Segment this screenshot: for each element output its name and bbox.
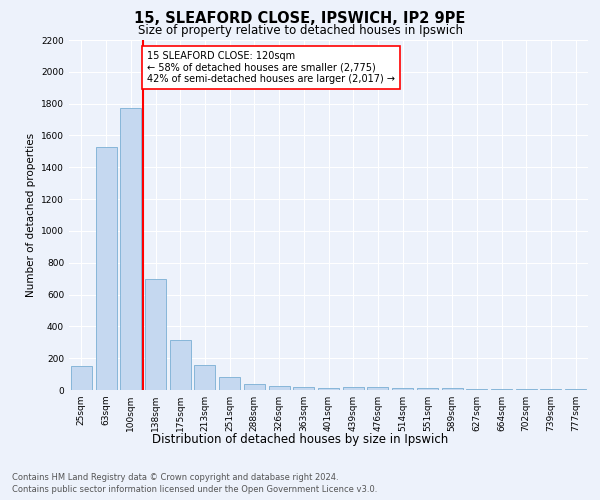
Bar xyxy=(120,108,141,390)
Bar xyxy=(541,388,562,390)
Bar xyxy=(219,378,240,390)
Bar xyxy=(95,148,116,390)
Bar xyxy=(269,386,290,390)
Bar xyxy=(343,387,364,390)
Bar xyxy=(565,388,586,390)
Bar xyxy=(491,388,512,390)
Bar xyxy=(417,388,438,390)
Bar xyxy=(442,388,463,390)
Bar xyxy=(145,278,166,390)
Bar xyxy=(71,366,92,390)
Bar xyxy=(318,388,339,390)
Bar xyxy=(293,387,314,390)
Bar xyxy=(466,388,487,390)
Text: 15, SLEAFORD CLOSE, IPSWICH, IP2 9PE: 15, SLEAFORD CLOSE, IPSWICH, IP2 9PE xyxy=(134,11,466,26)
Bar xyxy=(392,388,413,390)
Text: Size of property relative to detached houses in Ipswich: Size of property relative to detached ho… xyxy=(137,24,463,37)
Y-axis label: Number of detached properties: Number of detached properties xyxy=(26,133,35,297)
Bar xyxy=(170,340,191,390)
Bar xyxy=(367,387,388,390)
Text: Distribution of detached houses by size in Ipswich: Distribution of detached houses by size … xyxy=(152,432,448,446)
Bar xyxy=(194,366,215,390)
Text: Contains HM Land Registry data © Crown copyright and database right 2024.: Contains HM Land Registry data © Crown c… xyxy=(12,472,338,482)
Bar xyxy=(516,388,537,390)
Bar xyxy=(244,384,265,390)
Text: Contains public sector information licensed under the Open Government Licence v3: Contains public sector information licen… xyxy=(12,485,377,494)
Text: 15 SLEAFORD CLOSE: 120sqm
← 58% of detached houses are smaller (2,775)
42% of se: 15 SLEAFORD CLOSE: 120sqm ← 58% of detac… xyxy=(147,51,395,84)
